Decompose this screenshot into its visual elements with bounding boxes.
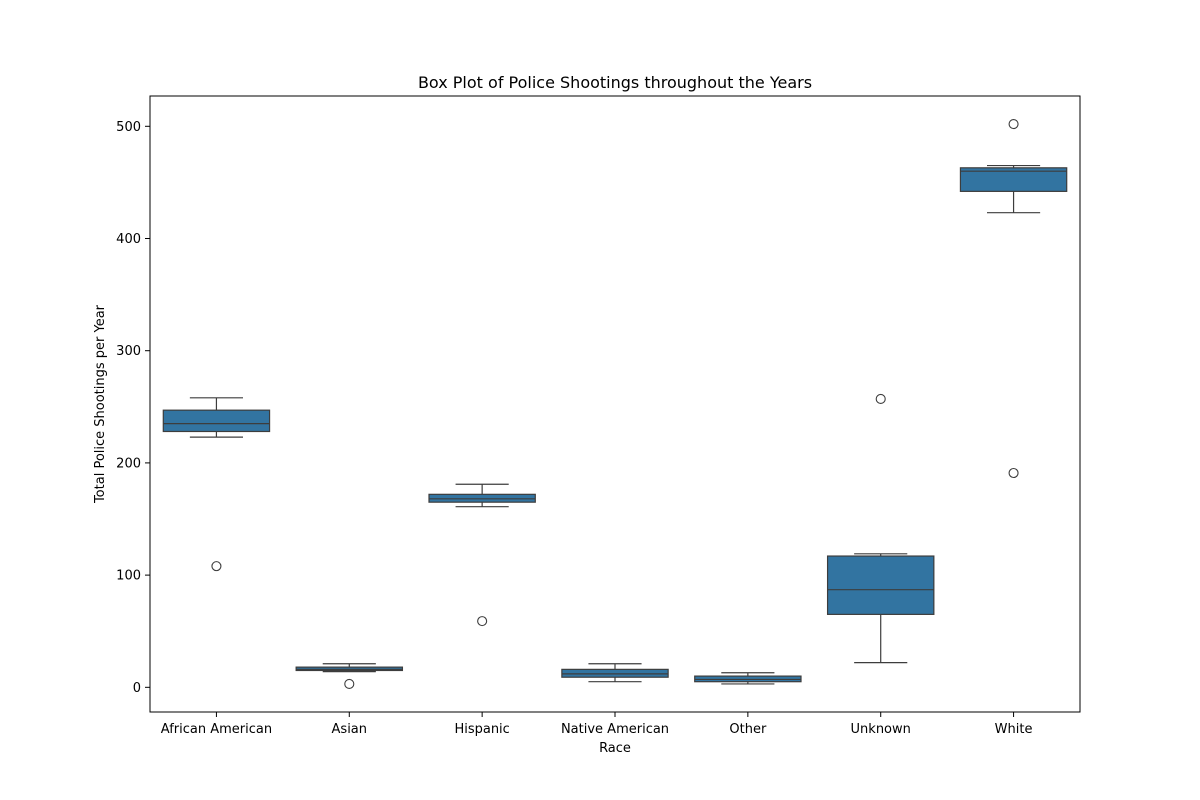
y-tick-label: 100 — [116, 569, 141, 584]
x-tick-label: White — [995, 722, 1033, 737]
plot-area: 0 100 200 300 400 500 African American Asian His… — [116, 119, 1068, 737]
box-iqr — [162, 409, 271, 433]
outlier-point — [1008, 119, 1019, 130]
outlier-point — [211, 561, 222, 572]
y-tick-label: 300 — [116, 344, 141, 359]
y-tick-label: 0 — [133, 681, 141, 696]
x-axis-title: Race — [599, 741, 631, 756]
y-tick-label: 200 — [116, 456, 141, 471]
chart-title: Box Plot of Police Shootings throughout … — [418, 73, 812, 92]
y-tick-label: 500 — [116, 120, 141, 135]
x-tick-label: Asian — [332, 722, 367, 737]
outlier-point — [875, 393, 886, 405]
x-tick-label: Native American — [561, 722, 669, 737]
x-tick-label: Other — [729, 722, 767, 737]
x-tick-label: Hispanic — [454, 722, 509, 737]
x-tick-label: African American — [161, 722, 272, 737]
outlier-point — [344, 678, 355, 689]
x-tick-label: Unknown — [851, 722, 911, 737]
y-tick-label: 400 — [116, 232, 141, 247]
outlier-point — [477, 616, 488, 627]
box-iqr — [959, 167, 1068, 192]
outlier-point — [1008, 467, 1019, 479]
box-iqr — [826, 555, 935, 615]
plot-frame — [149, 95, 1081, 713]
y-axis-title: Total Police Shootings per Year — [93, 304, 108, 504]
